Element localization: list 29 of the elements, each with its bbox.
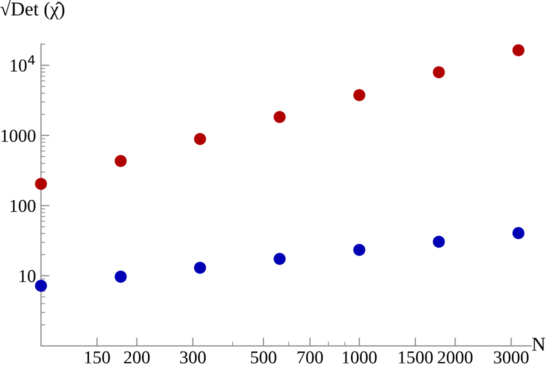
y-tick-label: 1000 xyxy=(2,130,36,142)
y-tick-label: 100 xyxy=(10,200,36,212)
point xyxy=(353,244,366,256)
point xyxy=(114,155,127,168)
point xyxy=(194,262,206,274)
x-tick-label: 1000 xyxy=(342,351,377,364)
point xyxy=(512,44,524,56)
point xyxy=(432,236,445,248)
x-axis-title: N xyxy=(532,338,546,351)
point xyxy=(432,66,445,78)
point xyxy=(274,252,286,265)
y-tick-label: 10 xyxy=(20,270,36,282)
point xyxy=(353,89,366,102)
x-tick-label: 500 xyxy=(250,351,276,364)
x-tick-label: 1500 xyxy=(398,351,433,364)
x-tick-label: 3000 xyxy=(494,351,529,364)
point xyxy=(34,280,48,292)
point xyxy=(194,133,206,146)
x-tick-label: 200 xyxy=(124,351,150,364)
x-tick-label: 150 xyxy=(85,351,110,364)
y-tick-label: 10$^{4}$ xyxy=(10,55,35,72)
point xyxy=(114,270,127,283)
y-axis-title: √Det (χ̂) xyxy=(0,0,64,20)
point xyxy=(274,111,286,124)
x-tick-label: 2000 xyxy=(438,351,472,364)
point xyxy=(34,178,48,190)
x-tick-label: 700 xyxy=(298,351,323,364)
point xyxy=(512,227,524,240)
x-tick-label: 300 xyxy=(180,351,206,364)
